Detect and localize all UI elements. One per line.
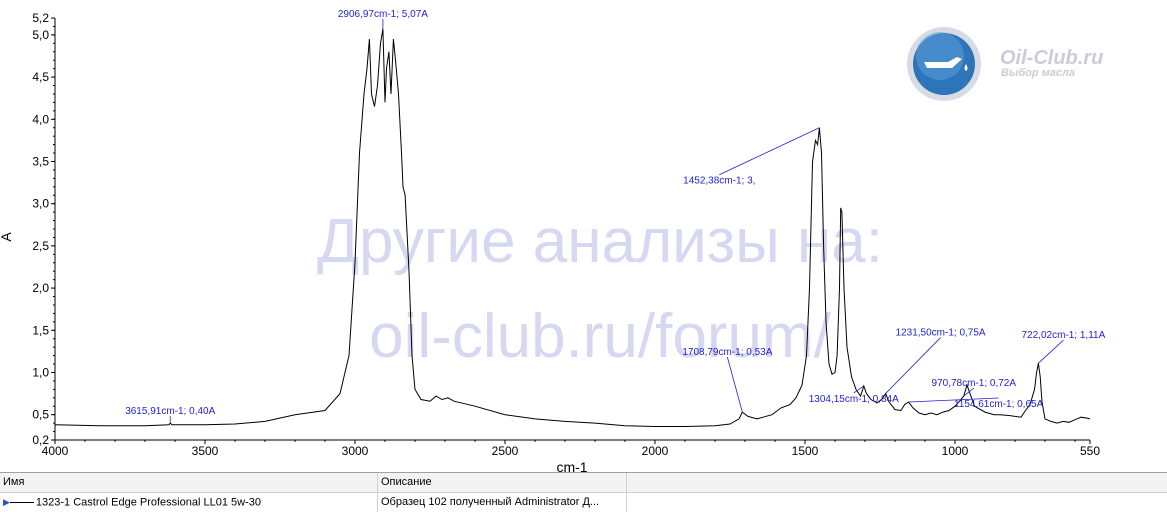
table-row[interactable]: ▶ 1323-1 Castrol Edge Professional LL01 5… <box>0 493 1167 512</box>
annotation-label: 722,02cm-1; 1,11A <box>1022 330 1106 341</box>
y-axis-label: A <box>0 232 14 242</box>
y-tick-label: 0,5 <box>32 408 49 422</box>
y-tick-label: 2,0 <box>32 281 49 295</box>
axes: 4000 3500 3000 2500 2000 1500 1000 550 0,2 0,5 1,0… <box>32 11 1100 458</box>
annotations: 2906,97cm-1; 5,07A 1452,38cm-1; 3, 1154,61… <box>125 9 1106 424</box>
annotation-label: 3615,91cm-1; 0,40A <box>125 406 215 417</box>
row-selected-arrow-icon: ▶ <box>3 497 10 507</box>
y-tick-label: 4,5 <box>32 70 49 84</box>
logo-title: Oil-Club.ru <box>1000 47 1103 69</box>
y-tick-label: 5,2 <box>32 11 49 25</box>
spectrum-line <box>54 28 1091 427</box>
y-tick-label: 5,0 <box>32 28 49 42</box>
annotation-leader <box>719 127 820 176</box>
y-tick-label: 3,5 <box>32 154 49 168</box>
y-tick-label: 4,0 <box>32 112 49 126</box>
annotation-leader <box>908 397 999 403</box>
x-tick-label: 1500 <box>792 444 819 458</box>
x-axis-label: cm-1 <box>556 459 587 472</box>
oil-drop-icon <box>964 64 968 71</box>
row-empty-cell <box>627 493 1167 512</box>
x-tick-label: 3000 <box>342 444 369 458</box>
logo-highlight <box>916 32 964 80</box>
annotation-label: 1304,15cm-1; 0,84A <box>809 394 899 405</box>
annotation-leader <box>1038 339 1064 364</box>
watermark: Другие анализы на: oil-club.ru/forum/ <box>317 207 883 371</box>
x-tick-label: 3500 <box>192 444 219 458</box>
row-name-cell[interactable]: ▶ 1323-1 Castrol Edge Professional LL01 5… <box>0 493 378 512</box>
annotation-label: 970,78cm-1; 0,72A <box>932 378 1017 389</box>
table-header: Имя Описание <box>0 473 1167 493</box>
y-tick-label: 3,0 <box>32 197 49 211</box>
x-tick-label: 4000 <box>42 444 69 458</box>
column-header-name[interactable]: Имя <box>0 473 378 492</box>
annotation-label: 1231,50cm-1; 0,75A <box>896 328 986 339</box>
annotation-leader <box>885 337 941 394</box>
oil-can-icon <box>924 57 962 68</box>
logo-subtitle: Выбор масла <box>1001 67 1075 79</box>
series-line-swatch <box>9 502 34 503</box>
watermark-line-2: oil-club.ru/forum/ <box>369 302 831 371</box>
column-header-empty <box>627 473 1167 492</box>
y-tick-label: 1,5 <box>32 323 49 337</box>
x-tick-label: 2500 <box>492 444 519 458</box>
annotation-label: 1708,79cm-1; 0,53A <box>682 347 772 358</box>
y-tick-label: 1,0 <box>32 365 49 379</box>
row-description-cell[interactable]: Образец 102 полученный Administrator Д..… <box>378 493 627 512</box>
samples-table: Имя Описание ▶ 1323-1 Castrol Edge Profes… <box>0 472 1167 512</box>
watermark-line-1: Другие анализы на: <box>317 207 883 276</box>
annotation-leader <box>726 357 743 413</box>
x-tick-label: 2000 <box>642 444 669 458</box>
column-header-description[interactable]: Описание <box>378 473 627 492</box>
x-tick-label: 550 <box>1080 444 1100 458</box>
y-tick-label: 0,2 <box>32 433 49 447</box>
annotation-label: 1452,38cm-1; 3, <box>683 176 755 187</box>
row-name: 1323-1 Castrol Edge Professional LL01 5w… <box>35 496 261 509</box>
x-tick-label: 1000 <box>942 444 969 458</box>
annotation-leader <box>853 385 864 394</box>
annotation-leader <box>963 387 975 397</box>
annotation-label: 1154,61cm-1; 0,65A <box>954 399 1044 410</box>
annotation-label: 2906,97cm-1; 5,07A <box>338 9 428 20</box>
spectrum-chart: Другие анализы на: oil-club.ru/forum/ 40… <box>0 9 1106 472</box>
row-description: Образец 102 полученный Administrator Д..… <box>381 496 600 508</box>
y-tick-label: 2,5 <box>32 239 49 253</box>
oil-club-logo: Oil-Club.ru Выбор масла <box>907 27 1103 101</box>
